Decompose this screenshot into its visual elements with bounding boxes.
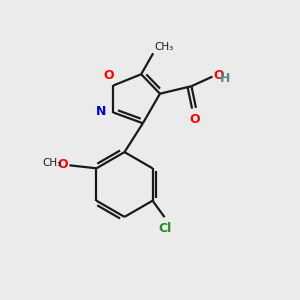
Text: Cl: Cl	[158, 222, 172, 235]
Text: O: O	[213, 70, 224, 83]
Text: N: N	[95, 105, 106, 119]
Text: CH₃: CH₃	[155, 42, 174, 52]
Text: O: O	[103, 69, 114, 82]
Text: CH₃: CH₃	[43, 158, 62, 169]
Text: O: O	[189, 113, 200, 126]
Text: H: H	[220, 72, 230, 85]
Text: O: O	[57, 158, 68, 171]
